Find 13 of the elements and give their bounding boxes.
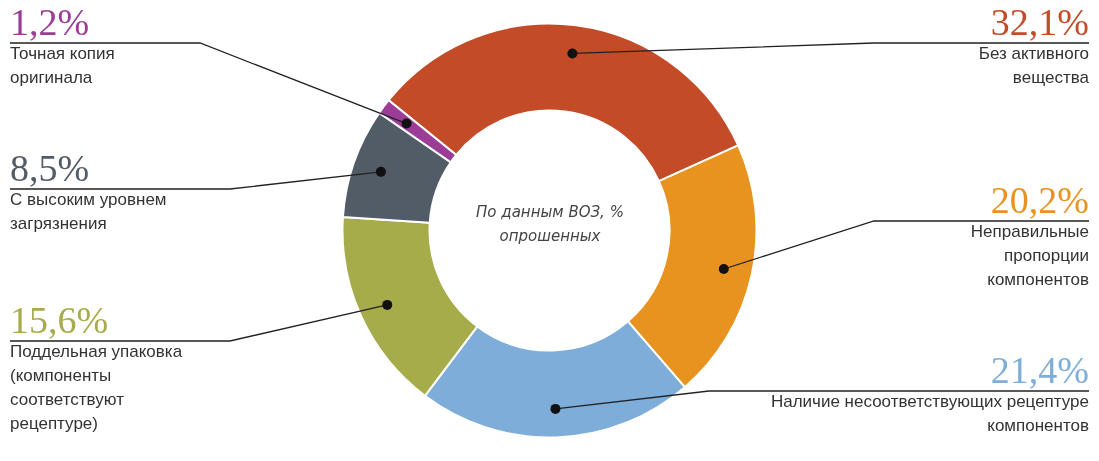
data-label: 21,4% — [989, 349, 1089, 391]
data-label: 20,2% — [989, 179, 1089, 221]
data-label: 32,1% — [989, 1, 1089, 43]
slice-label: Неправильные пропорции компонентов — [969, 221, 1089, 291]
data-label: 8,5% — [10, 147, 91, 189]
slice-label: С высоким уровнем загрязнения — [10, 189, 168, 235]
data-label: 1,2% — [10, 1, 91, 43]
slice-label: Точная копия оригинала — [10, 43, 116, 89]
data-label: 15,6% — [10, 299, 110, 341]
text: По данным ВОЗ, % опрошенных — [475, 202, 625, 247]
slice-label: Поддельная упаковка (компоненты соответствуют рецептуре) — [10, 341, 184, 435]
slice-label: Без активного вещества — [977, 43, 1089, 89]
slice-label: Наличие несоответствующих рецептуре компонентов — [769, 391, 1089, 437]
